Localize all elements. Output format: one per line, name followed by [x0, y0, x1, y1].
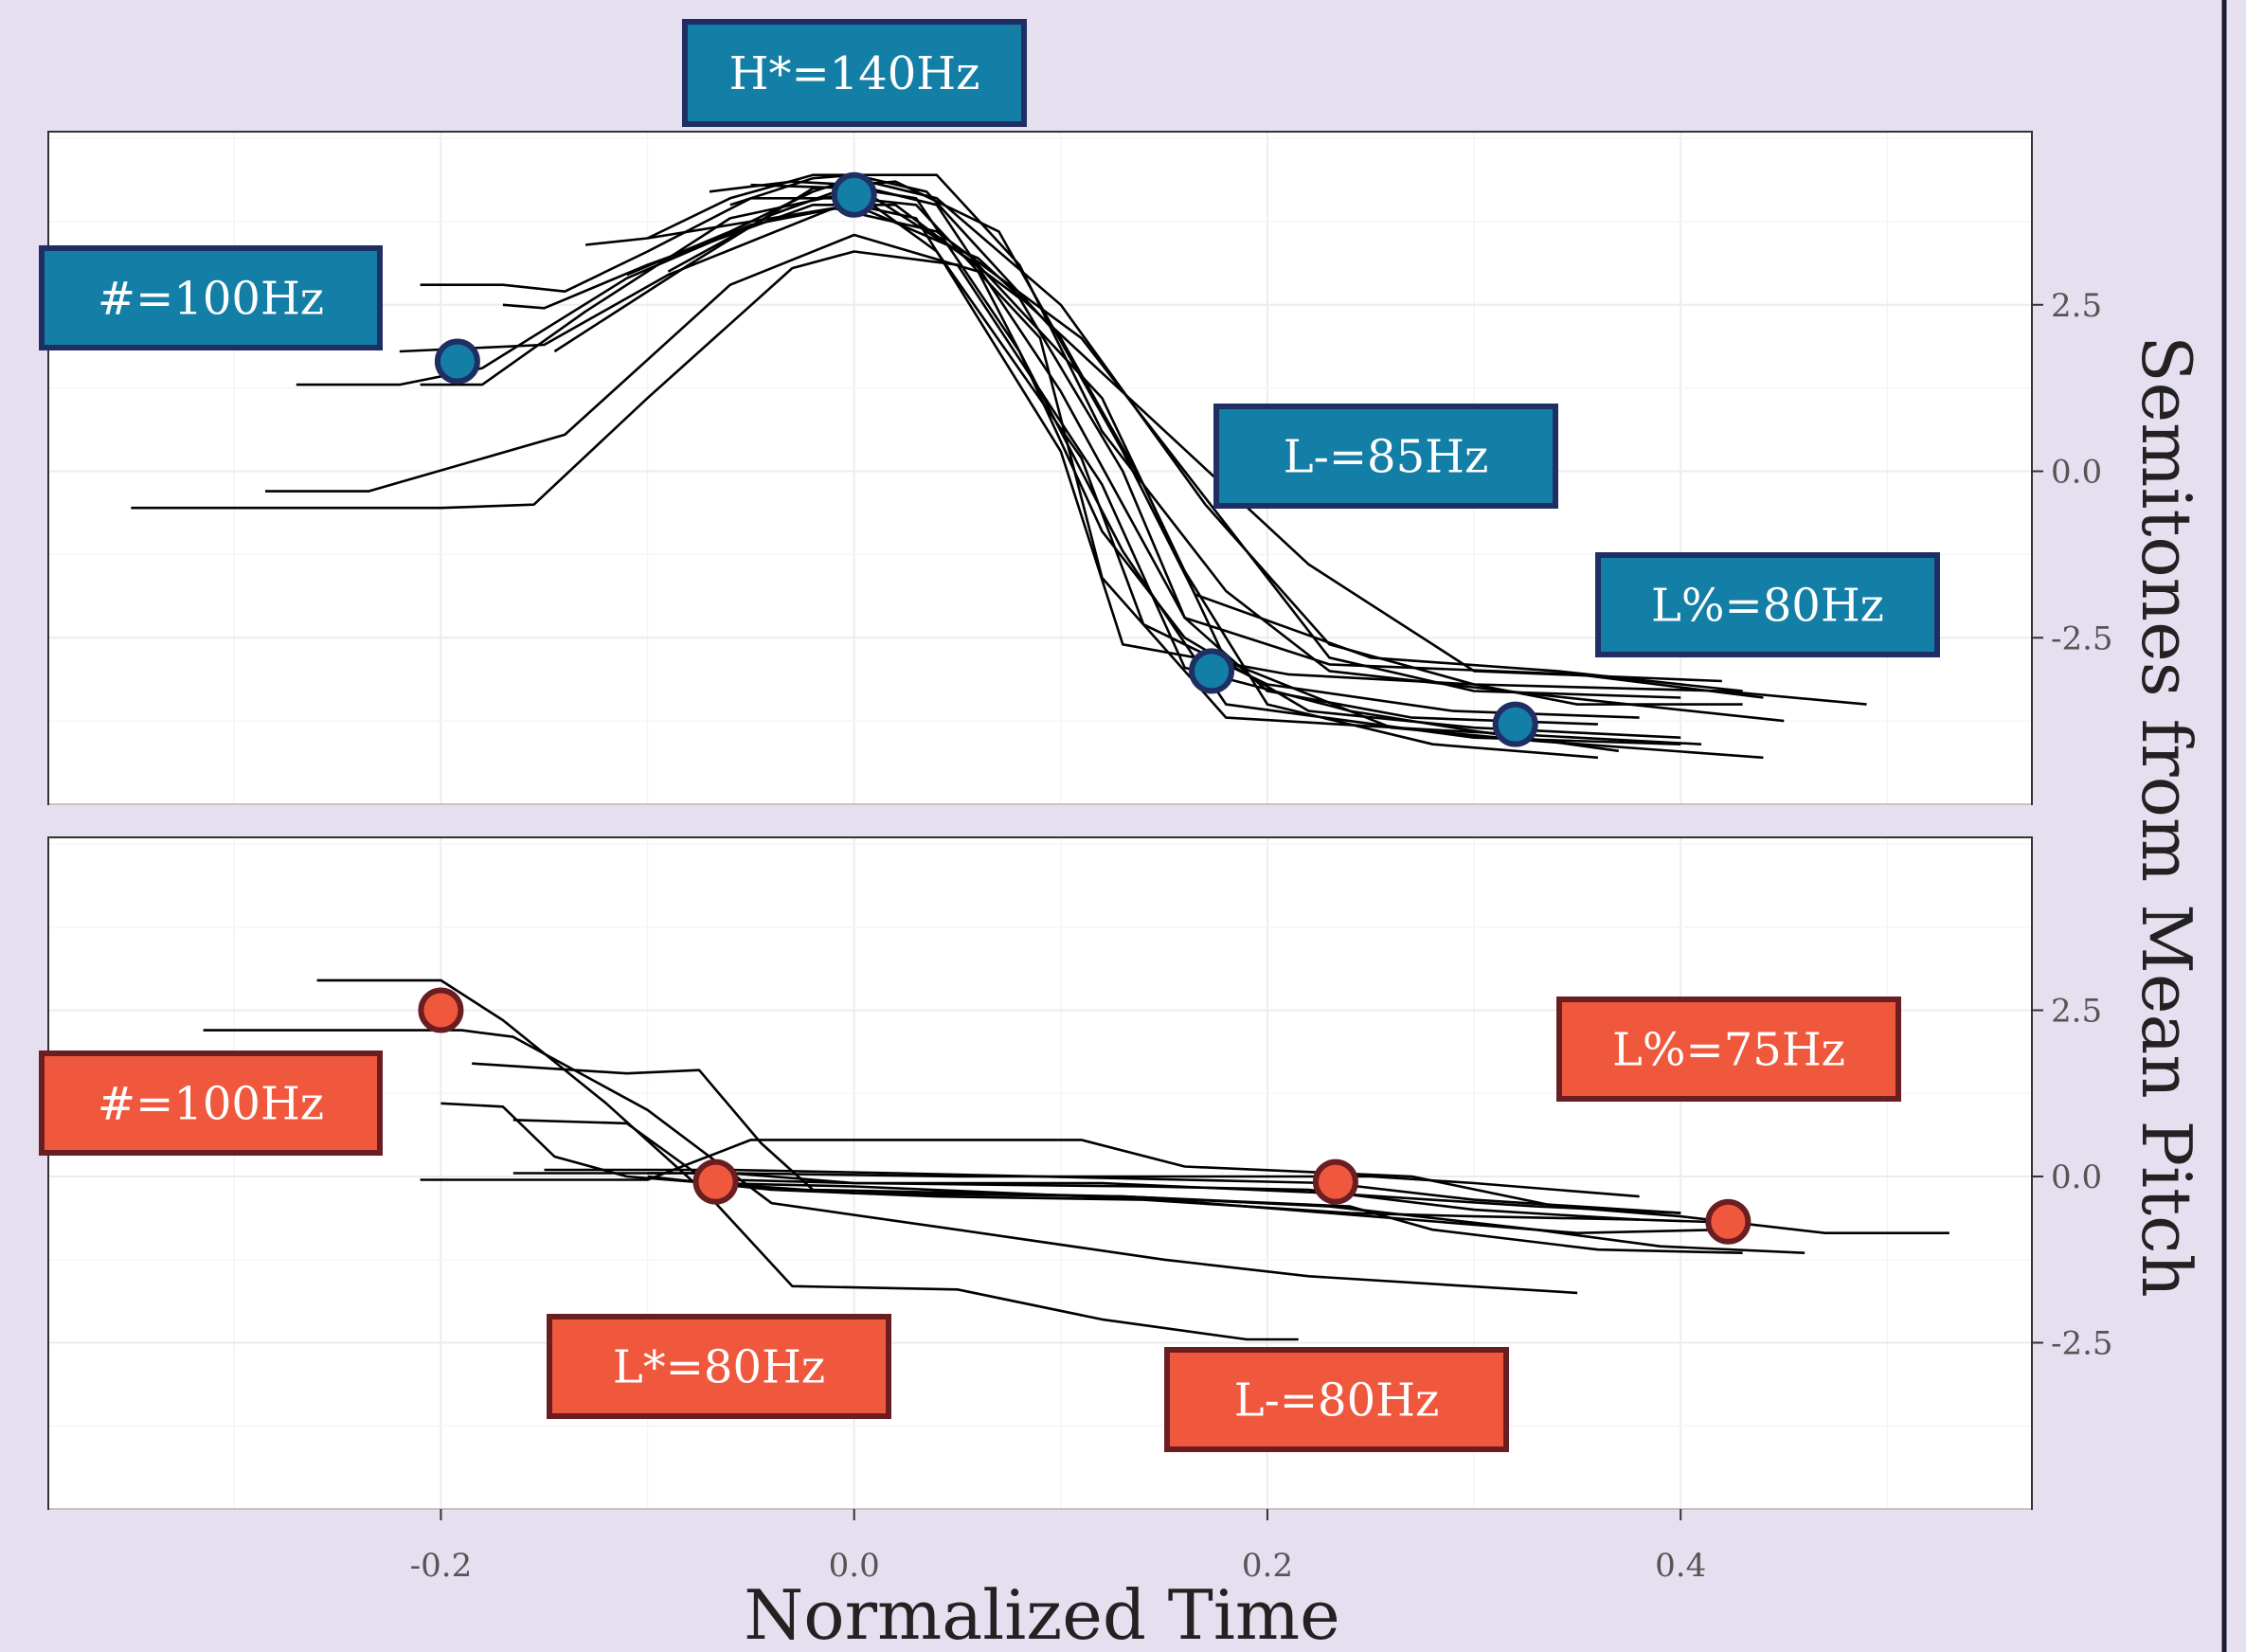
panel-bottom: 2.5 0.0 -2.5 -0.2 0.0 0.2 0.4 #=100Hz L*=80Hz L-=… [39, 836, 2113, 1585]
tone-label-text: H*=140Hz [729, 47, 980, 100]
pitch-trace [420, 197, 1702, 745]
pitch-trace [502, 204, 1598, 726]
y-tick-label: 0.0 [2051, 454, 2102, 492]
tone-label: L-=80Hz [1164, 1347, 1509, 1452]
tone-label-text: L%=80Hz [1651, 580, 1884, 633]
pitch-trace [316, 979, 1299, 1341]
pitch-trace [729, 1178, 1681, 1214]
tone-label-text: L-=85Hz [1284, 431, 1489, 484]
tone-label-box [39, 245, 383, 350]
tone-label: #=100Hz [39, 245, 383, 350]
pitch-trace [647, 1175, 1640, 1221]
tone-label: H*=140Hz [682, 19, 1027, 127]
target-point [831, 171, 877, 218]
pitch-trace [203, 1029, 1578, 1295]
target-point [692, 1158, 739, 1205]
tone-label-box [39, 1050, 383, 1156]
tone-label-text: L-=80Hz [1234, 1374, 1440, 1428]
pitch-trace [265, 233, 1681, 745]
target-point [1189, 648, 1235, 694]
pitch-trace [709, 180, 1599, 760]
tone-label: L%=75Hz [1556, 997, 1901, 1102]
y-tick-label: 2.5 [2051, 993, 2102, 1031]
tone-label: L*=80Hz [547, 1314, 891, 1419]
pitch-trace [512, 1119, 1806, 1254]
tone-label-box [1595, 552, 1940, 657]
pitch-trace [472, 1062, 1743, 1254]
tone-label-text: L*=80Hz [613, 1341, 825, 1394]
y-tick-label: 2.5 [2051, 287, 2102, 325]
pitch-trace [626, 176, 1867, 706]
pitch-trace [729, 173, 1764, 760]
tone-label-box [1164, 1347, 1509, 1452]
target-point [434, 338, 480, 385]
tone-label-text: #=100Hz [98, 273, 324, 326]
x-tick-label: 0.2 [1242, 1547, 1293, 1585]
y-axis-title: Semitones from Mean Pitch [2127, 335, 2206, 1298]
pitch-trace [667, 183, 1764, 699]
pitch-trace [399, 206, 1681, 699]
panels: 2.50.0-2.5#=100HzH*=140HzL-=85HzL%=80Hz2… [39, 19, 2113, 1585]
tone-label-text: #=100Hz [98, 1078, 324, 1131]
tone-label-box [1556, 997, 1901, 1102]
target-point [1492, 701, 1538, 747]
tone-label: #=100Hz [39, 1050, 383, 1156]
x-tick-label: 0.0 [829, 1547, 880, 1585]
x-tick-label: -0.2 [410, 1547, 473, 1585]
panel-top: 2.5 0.0 -2.5 #=100Hz H*=140Hz L-=85Hz L%=80Hz [39, 19, 2113, 805]
pitch-trace [131, 250, 1619, 753]
target-point [1705, 1198, 1752, 1245]
y-tick-label: -2.5 [2051, 1325, 2113, 1363]
x-tick-label: 0.4 [1655, 1547, 1706, 1585]
x-axis-title: Normalized Time [744, 1575, 1339, 1652]
tone-label-box [1213, 404, 1558, 509]
pitch-trace [440, 1102, 1722, 1234]
tone-label: L-=85Hz [1213, 404, 1558, 509]
tone-label-text: L%=75Hz [1612, 1024, 1845, 1077]
target-point [418, 987, 464, 1033]
tone-label: L%=80Hz [1595, 552, 1940, 657]
y-tick-label: 0.0 [2051, 1158, 2102, 1196]
tone-label-box [682, 19, 1027, 127]
panel-background [47, 836, 2033, 1510]
y-tick-label: -2.5 [2051, 620, 2113, 657]
target-point [1312, 1158, 1358, 1205]
tone-label-box [547, 1314, 891, 1419]
